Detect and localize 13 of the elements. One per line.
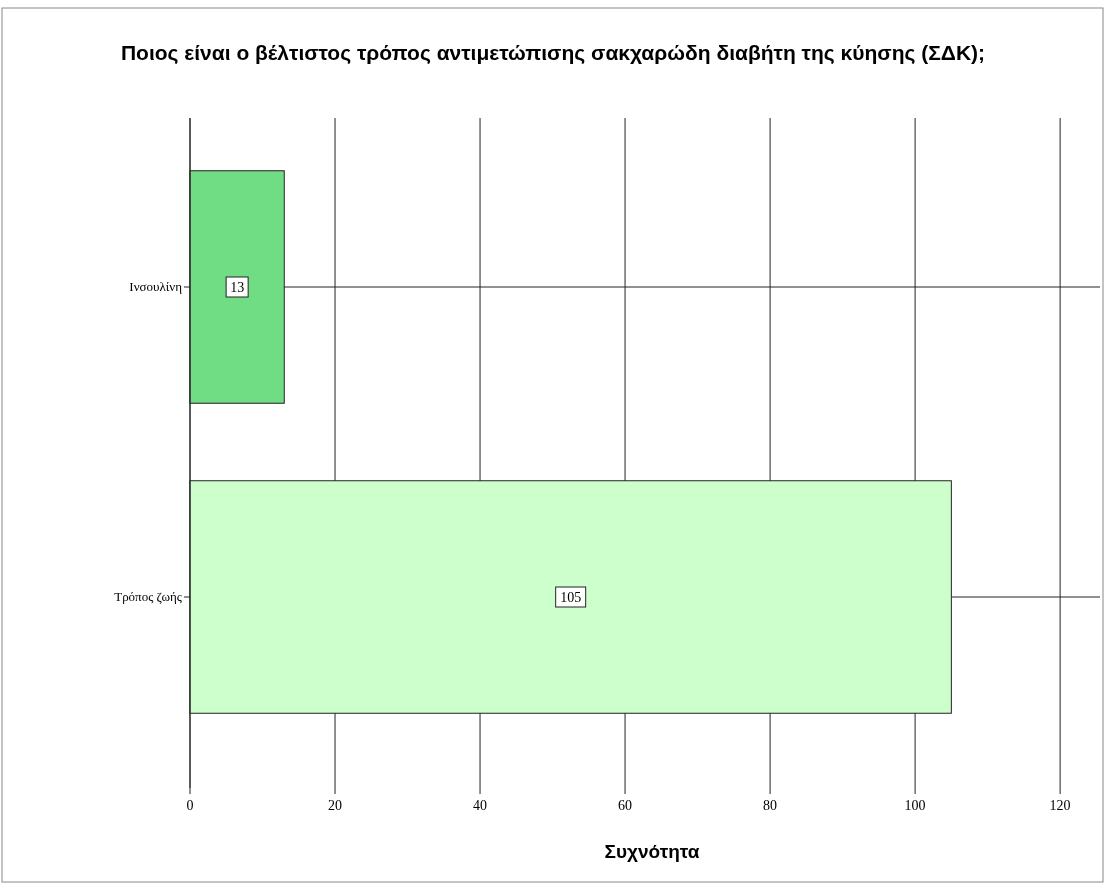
x-tick-label: 120 [1049,798,1071,813]
y-tick-label: Ινσουλίνη [129,279,183,294]
data-label: 105 [560,590,582,605]
chart-title: Ποιος είναι ο βέλτιστος τρόπος αντιμετώπισης σακχαρώδη διαβήτη της κύησης (ΣΔΚ); [120,41,986,65]
x-tick-label: 20 [328,798,343,813]
y-tick-label: Τρόπος ζωής [114,589,183,604]
x-tick-label: 40 [473,798,488,813]
x-tick-label: 100 [904,798,926,813]
data-label: 13 [230,280,245,295]
x-tick-label: 80 [763,798,778,813]
x-tick-label: 0 [186,798,194,813]
x-tick-label: 60 [618,798,633,813]
x-axis-title: Συχνότητα [604,841,700,862]
